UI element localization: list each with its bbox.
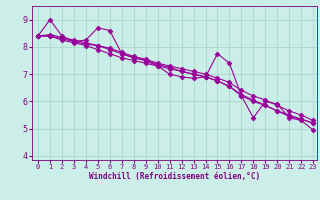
X-axis label: Windchill (Refroidissement éolien,°C): Windchill (Refroidissement éolien,°C) — [89, 172, 260, 181]
